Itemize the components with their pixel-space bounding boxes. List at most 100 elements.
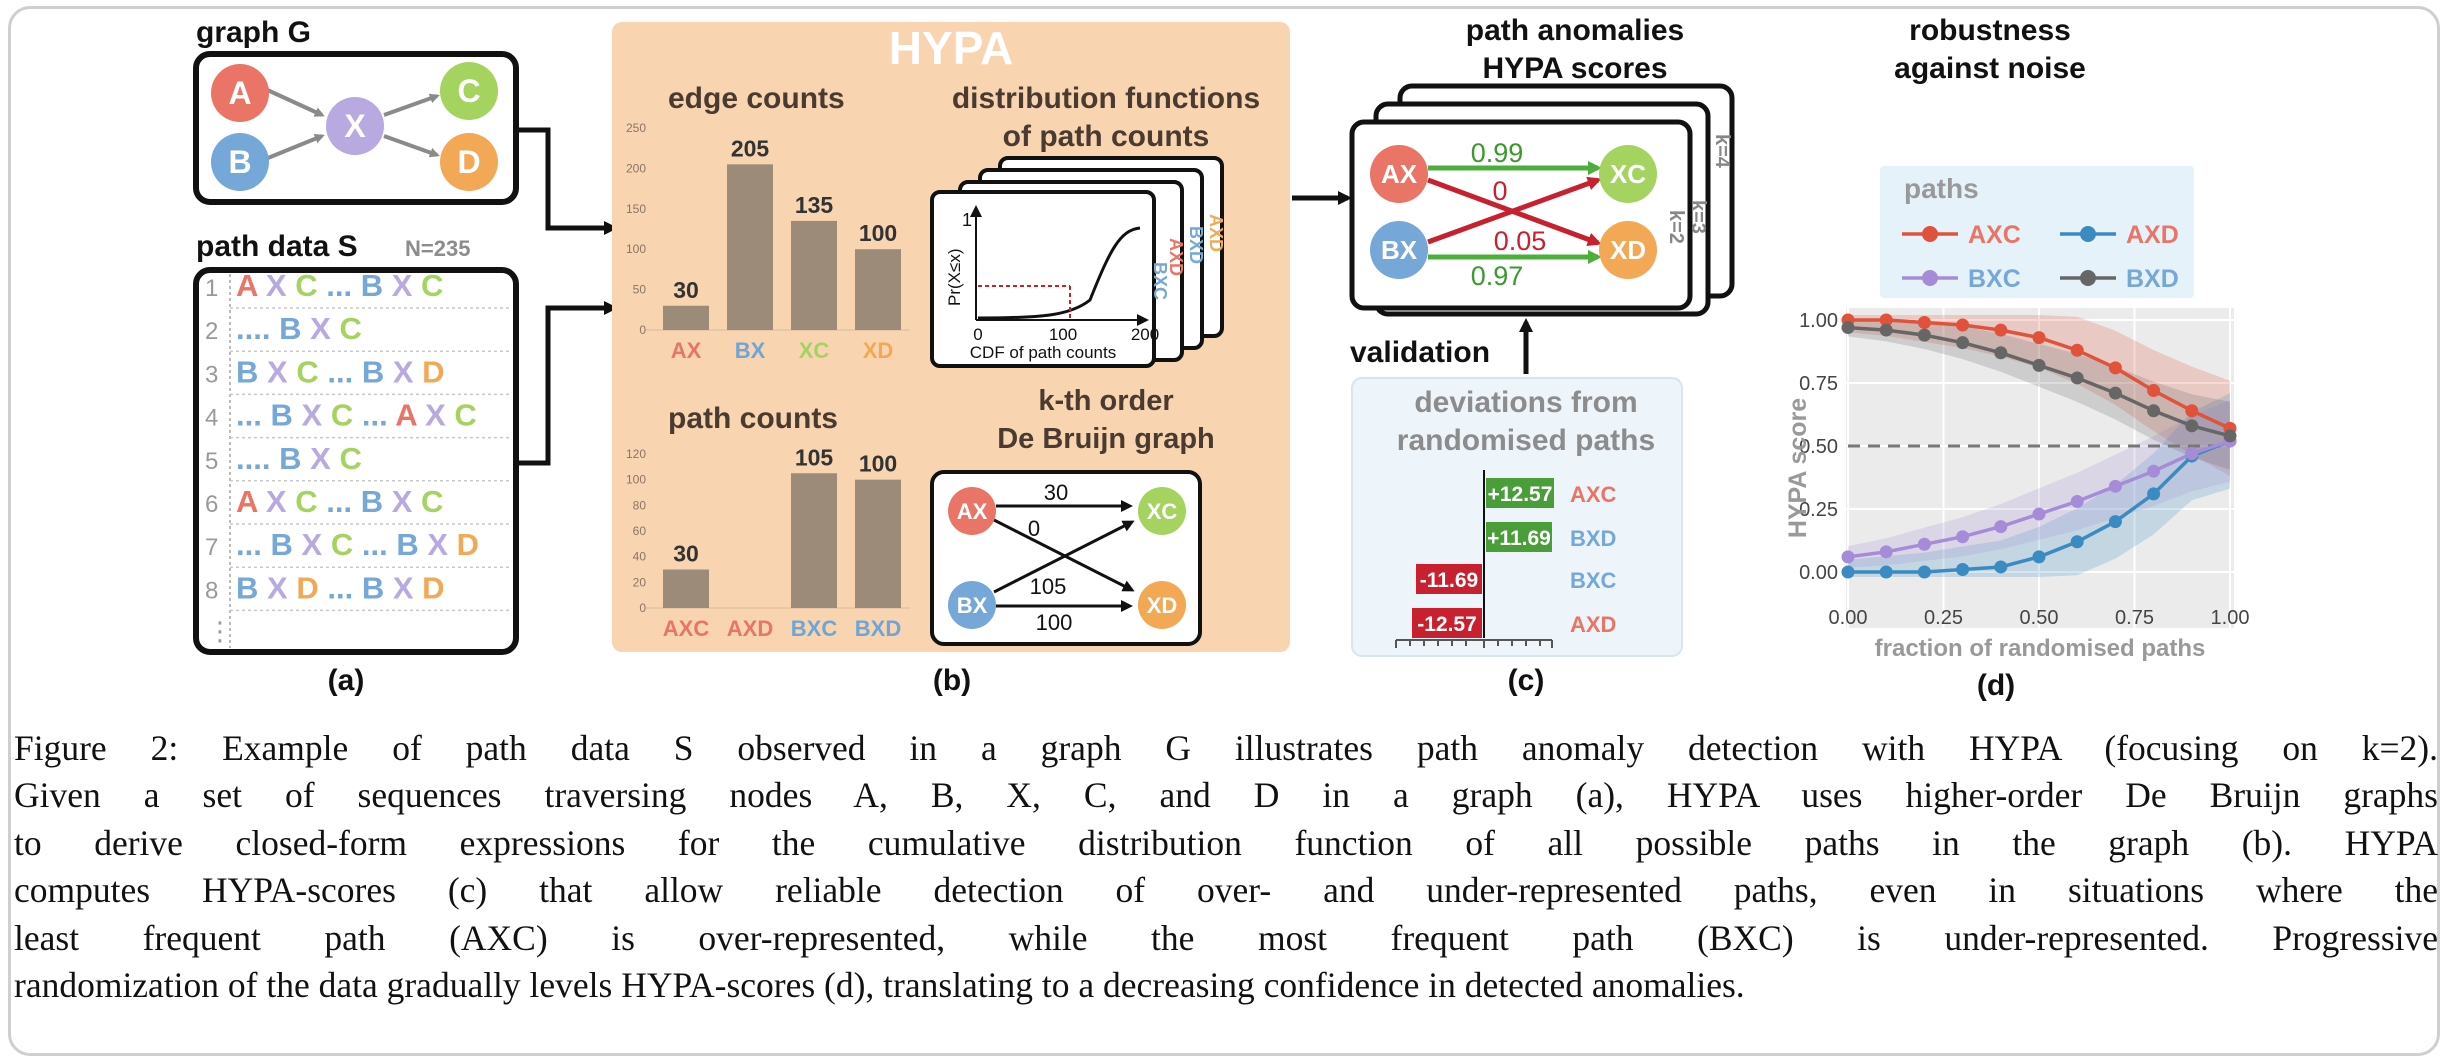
path-row-text: B X C ... B X D	[236, 354, 445, 389]
node-x-label: X	[344, 108, 366, 144]
cdf-y-label: Pr(X≤x)	[945, 249, 964, 307]
panel-a: graph G A B X C D path data S N=235 1 A X…	[193, 16, 618, 697]
path-row-number: 2	[205, 318, 218, 345]
point-bxc	[1917, 537, 1931, 551]
deviation-label-axc: AXC	[1570, 482, 1617, 507]
caption-d: (d)	[1977, 669, 2015, 702]
layer-label-k2: k=2	[1665, 210, 1687, 244]
distribution-title-line1: distribution functions	[952, 82, 1260, 115]
bar-value-label: 100	[859, 220, 897, 246]
deviation-chart: +12.57 AXC +11.69 BXD -11.69 BXC -12.57 …	[1395, 470, 1617, 648]
deviation-value-axc: +12.57	[1488, 483, 1553, 506]
robustness-title-line1: robustness	[1909, 14, 2071, 47]
debruijn-node-bx-label: BX	[957, 593, 988, 618]
bar-y-tick: 100	[626, 473, 646, 487]
score-node-xd-label: XD	[1610, 235, 1646, 265]
path-row-number: 4	[205, 405, 218, 432]
legend-marker-bxd	[2080, 270, 2096, 286]
point-axc	[1956, 318, 1970, 332]
path-row-text: .... B X C	[236, 441, 362, 476]
bar-value-label: 30	[673, 541, 699, 567]
distribution-title-line2: of path counts	[1003, 120, 1210, 153]
node-b	[211, 133, 269, 191]
legend-label-axd: AXD	[2126, 221, 2179, 249]
point-bxc	[2032, 507, 2046, 521]
bar-category-label: XC	[799, 338, 830, 363]
bar-category-label: AXD	[727, 616, 773, 641]
bar-y-tick: 20	[633, 575, 647, 589]
deviation-value-bxc: -11.69	[1420, 569, 1478, 592]
bar-y-tick: 50	[633, 283, 647, 297]
bar-category-label: AX	[671, 338, 702, 363]
path-counts-title: path counts	[668, 402, 838, 435]
path-row-more: ⋮	[207, 616, 233, 646]
cdf-y-tick: 1	[962, 210, 972, 230]
node-c	[440, 62, 498, 120]
legend-label-bxd: BXD	[2126, 265, 2179, 293]
point-bxd	[2108, 386, 2122, 400]
debruijn-node-bx	[948, 581, 996, 629]
node-d	[440, 133, 498, 191]
deviation-bar-axc	[1486, 478, 1554, 508]
deviation-title-line2: randomised paths	[1397, 424, 1655, 457]
deviation-title-line1: deviations from	[1414, 386, 1637, 419]
edge-counts-title: edge counts	[668, 82, 845, 115]
edge-counts-chart: 0 50 100 150 200 250 30 AX 205 BX 135 XC 100 XD	[626, 121, 910, 363]
score-node-ax-label: AX	[1381, 159, 1418, 189]
score-node-bx	[1370, 221, 1428, 279]
point-bxd	[1956, 336, 1970, 350]
score-node-xd	[1599, 221, 1657, 279]
graph-edge-xc	[383, 93, 440, 117]
path-row-text: .... B X C	[236, 311, 362, 346]
anomalies-title-line2: HYPA scores	[1482, 52, 1667, 85]
score-node-ax	[1370, 145, 1428, 203]
point-bxd	[2185, 419, 2199, 433]
cdf-x-label: CDF of path counts	[970, 343, 1116, 362]
bar-y-tick: 0	[639, 601, 646, 615]
bar-ax	[663, 305, 709, 330]
point-axc	[2185, 404, 2199, 418]
debruijn-title-line2: De Bruijn graph	[997, 423, 1215, 455]
bar-bx	[727, 164, 773, 330]
bar-bxd	[855, 479, 901, 608]
point-axd	[2070, 535, 2084, 549]
path-row-number: 8	[205, 577, 218, 604]
robustness-x-label: fraction of randomised paths	[1875, 635, 2206, 662]
cdf-stack: AXD BXD AXD BXC 1 Pr(X≤x) 0 100 200 CDF …	[930, 156, 1226, 368]
caption-line-5: least frequent path (AXC) is over-repres…	[14, 917, 2438, 958]
legend-label-axc: AXC	[1968, 221, 2021, 249]
graph-title: graph G	[196, 16, 311, 49]
cdf-stack-label-3: BXD	[1186, 226, 1206, 264]
deviation-bar-axd	[1412, 608, 1482, 638]
score-edge-bxc	[1427, 176, 1602, 245]
bar-value-label: 100	[859, 451, 897, 477]
point-axc	[2108, 361, 2122, 375]
figure-caption: Figure 2: Example of path data S observe…	[14, 725, 2438, 1009]
node-x	[326, 97, 384, 155]
point-axd	[1917, 565, 1931, 579]
bar-y-tick: 120	[626, 447, 646, 461]
bar-value-label: 30	[673, 277, 699, 303]
robustness-x-tick: 0.25	[1924, 607, 1963, 629]
figure-panels: graph G A B X C D path data S N=235 1 A X…	[193, 14, 2249, 702]
deviation-value-axd: -12.57	[1417, 613, 1477, 636]
debruijn-node-ax	[948, 487, 996, 535]
node-d-label: D	[457, 144, 480, 180]
bar-y-tick: 40	[633, 550, 647, 564]
point-bxc	[1879, 545, 1893, 559]
bar-xc	[791, 220, 837, 330]
band-bxc	[1848, 400, 2230, 568]
caption-line-4: computes HYPA-scores (c) that allow reli…	[14, 870, 2438, 911]
debruijn-node-ax-label: AX	[957, 499, 988, 524]
robustness-x-tick: 0.50	[2020, 607, 2059, 629]
score-bxd: 0.97	[1471, 261, 1524, 291]
caption-line-1: Figure 2: Example of path data S observe…	[14, 728, 2438, 768]
point-axd	[2032, 550, 2046, 564]
path-row-text: ... B X C ... A X C	[236, 398, 477, 433]
cdf-curve	[977, 226, 1141, 320]
bar-y-tick: 250	[626, 121, 646, 135]
point-bxd	[1879, 323, 1893, 337]
debruijn-edge-label-axc: 30	[1044, 480, 1068, 505]
panel-b: HYPA edge counts 05010015020025030AX205B…	[612, 22, 1290, 697]
bar-category-label: XD	[863, 338, 894, 363]
